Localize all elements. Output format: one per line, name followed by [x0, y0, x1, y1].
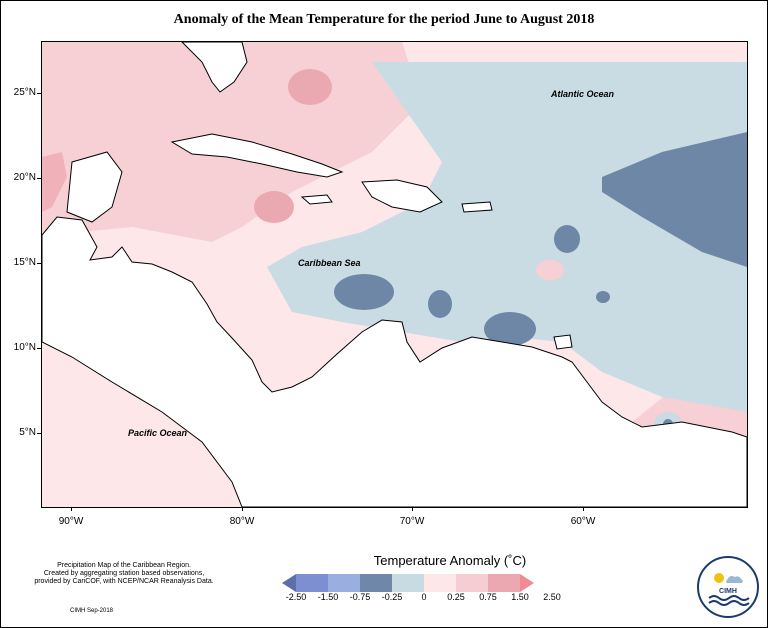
legend-arrow-high: [520, 574, 534, 592]
credit-text: CIMH Sep-2018: [70, 608, 114, 614]
lon-label-70w: 70°W: [399, 516, 425, 527]
caption-line: Precipitation Map of the Caribbean Regio…: [57, 562, 191, 569]
legend-swatch: [488, 574, 520, 592]
legend-title: Temperature Anomaly (˚C): [373, 553, 527, 568]
legend-arrow-low: [282, 574, 296, 592]
legend-swatch: [296, 574, 328, 592]
lon-label-80w: 80°W: [229, 516, 255, 527]
legend-tick-label: 1.50: [511, 592, 529, 602]
lat-label-15n: 15°N: [13, 257, 36, 268]
cool-strong-patch: [428, 290, 452, 318]
legend-swatch: [456, 574, 488, 592]
cool-strong-patch: [596, 291, 610, 303]
logo-text: CIMH: [719, 588, 737, 595]
central-america-landmass: [42, 216, 747, 507]
cool-strong-patch: [334, 274, 394, 310]
lon-label-60w: 60°W: [570, 516, 596, 527]
jamaica-landmass: [300, 194, 333, 205]
warm-anomaly-patch: [536, 260, 564, 280]
caption-line: Created by aggregating station based obs…: [43, 570, 205, 577]
atlantic-ocean-label: Atlantic Ocean: [551, 89, 615, 99]
lat-tick: [37, 433, 41, 434]
hispaniola-landmass: [361, 179, 443, 213]
map-caption: Precipitation Map of the Caribbean Regio…: [14, 562, 234, 586]
map-title: Anomaly of the Mean Temperature for the …: [173, 12, 595, 27]
warm-anomaly-patch: [288, 69, 332, 105]
legend-swatch: [424, 574, 456, 592]
lon-label-90w: 90°W: [58, 516, 84, 527]
yucatan-landmass: [66, 151, 123, 223]
legend-tick-label: 0.75: [479, 592, 497, 602]
cool-strong-region: [602, 132, 747, 267]
lon-tick: [583, 507, 584, 511]
logo-emblem-icon: [708, 573, 750, 606]
anomaly-map: [42, 42, 747, 507]
lat-tick: [37, 263, 41, 264]
lon-tick: [242, 507, 243, 511]
lat-tick: [37, 93, 41, 94]
cool-strong-patch: [554, 225, 580, 253]
trinidad-landmass: [553, 334, 573, 350]
legend-tick-label: -0.75: [349, 592, 371, 602]
legend-swatch: [328, 574, 360, 592]
legend-tick-label: -2.50: [285, 592, 307, 602]
caption-line: provided by CariCOF, with NCEP/NCAR Rean…: [34, 578, 214, 585]
lat-label-25n: 25°N: [13, 87, 36, 98]
warm-anomaly-patch: [42, 152, 67, 212]
legend-tick-label: 0.25: [447, 592, 465, 602]
lat-label-20n: 20°N: [13, 172, 36, 183]
puerto-rico-landmass: [461, 201, 493, 213]
lat-label-5n: 5°N: [19, 427, 36, 438]
cool-strong-patch: [484, 312, 536, 346]
warm-anomaly-patch: [254, 191, 294, 223]
legend-tick-label: 0: [421, 592, 427, 602]
legend-swatch: [360, 574, 392, 592]
legend-colorbar: [282, 574, 534, 592]
legend-tick-label: 2.50: [543, 592, 561, 602]
cuba-landmass: [170, 133, 344, 178]
map-panel[interactable]: Atlantic Ocean Caribbean Sea Pacific Oce…: [41, 41, 748, 508]
pacific-ocean-label: Pacific Ocean: [128, 428, 188, 438]
legend-tick-label: -1.50: [317, 592, 339, 602]
lon-tick: [412, 507, 413, 511]
florida-landmass: [181, 42, 248, 93]
legend-swatch: [392, 574, 424, 592]
lat-tick: [37, 178, 41, 179]
lon-tick: [71, 507, 72, 511]
caribbean-sea-label: Caribbean Sea: [298, 258, 361, 268]
lat-tick: [37, 348, 41, 349]
lat-label-10n: 10°N: [13, 342, 36, 353]
cimh-logo: CIMH: [697, 556, 759, 618]
legend-tick-label: -0.25: [381, 592, 403, 602]
